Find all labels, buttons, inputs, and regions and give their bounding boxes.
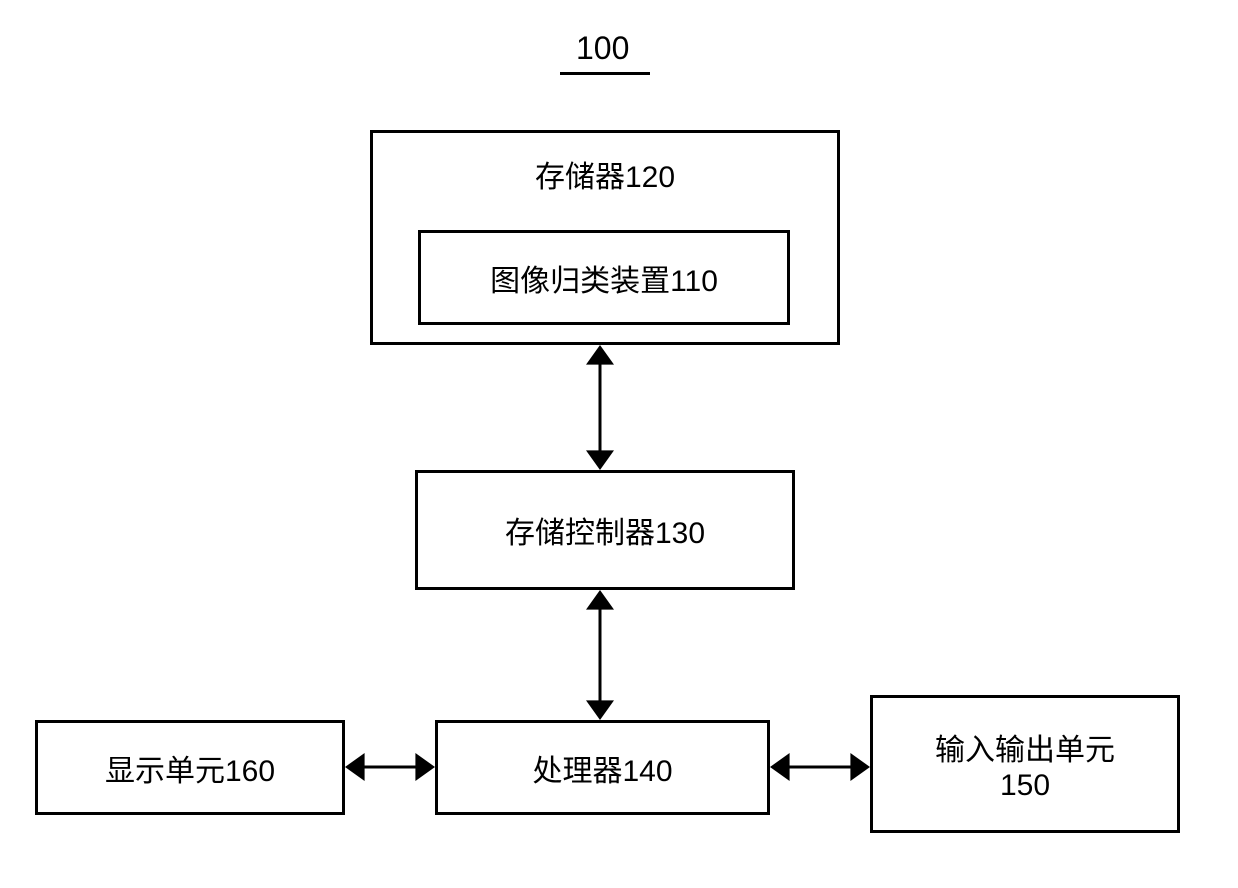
controller-box: 存储控制器130 [415,470,795,590]
controller-label: 存储控制器130 [505,508,705,552]
classifier-label: 图像归类装置110 [490,256,718,300]
diagram-title: 100 [576,30,629,67]
memory-label: 存储器120 [370,152,840,196]
display-label: 显示单元160 [105,746,275,790]
display-box: 显示单元160 [35,720,345,815]
processor-label: 处理器140 [532,746,672,790]
io-label-line1: 输入输出单元 [935,725,1115,769]
system-block-diagram: 100 存储器120 图像归类装置110 存储控制器130 显示单元160 处理… [0,0,1238,888]
classifier-box: 图像归类装置110 [418,230,790,325]
title-underline [560,72,650,75]
processor-box: 处理器140 [435,720,770,815]
io-box: 输入输出单元 150 [870,695,1180,833]
io-label-line2: 150 [1000,769,1050,803]
